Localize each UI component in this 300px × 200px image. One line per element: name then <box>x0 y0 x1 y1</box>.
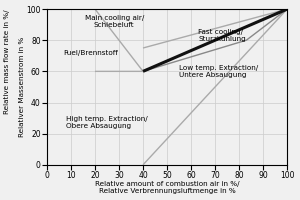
Text: Low temp. Extraction/
Untere Absaugung: Low temp. Extraction/ Untere Absaugung <box>179 65 258 78</box>
Y-axis label: Relativer Massenstrom in %: Relativer Massenstrom in % <box>19 37 25 137</box>
Text: Fast cooling/
Sturzkühlung: Fast cooling/ Sturzkühlung <box>198 29 246 42</box>
Text: High temp. Extraction/
Obere Absaugung: High temp. Extraction/ Obere Absaugung <box>66 116 148 129</box>
Text: Main cooling air/
Schiebeluft: Main cooling air/ Schiebeluft <box>85 15 144 28</box>
Text: Relative mass flow rate in %/: Relative mass flow rate in %/ <box>4 9 10 114</box>
X-axis label: Relative amount of combustion air in %/
Relative Verbrennungsluftmenge in %: Relative amount of combustion air in %/ … <box>95 181 239 194</box>
Text: Fuel/Brennstoff: Fuel/Brennstoff <box>64 50 118 56</box>
